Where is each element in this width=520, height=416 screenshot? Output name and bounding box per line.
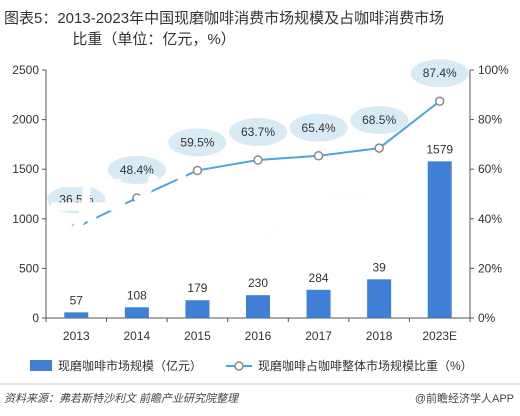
- share-value-label: 68.5%: [362, 113, 396, 127]
- share-value-label: 48.4%: [120, 163, 154, 177]
- share-label-bubble: [47, 185, 106, 214]
- y-left-tick-label: 2500: [12, 63, 39, 77]
- share-point: [253, 155, 263, 165]
- y-right-tick-label: 100%: [478, 63, 509, 77]
- bar: [427, 161, 452, 318]
- x-tick-label: 2018: [366, 329, 393, 343]
- x-tick-label: 2014: [124, 329, 151, 343]
- bar: [64, 312, 89, 318]
- share-label-bubble: [229, 118, 287, 147]
- title-line-1: 图表5：2013-2023年中国现磨咖啡消费市场规模及占咖啡消费市场: [4, 10, 445, 27]
- share-point: [132, 193, 142, 203]
- y-left-tick-label: 500: [19, 261, 39, 275]
- y-right-tick-label: 40%: [478, 212, 502, 226]
- share-value-label: 59.5%: [180, 135, 214, 149]
- share-label-bubble: [107, 155, 166, 184]
- y-right-tick-label: 80%: [478, 113, 502, 127]
- bar: [185, 300, 210, 318]
- share-value-label: 65.4%: [302, 121, 336, 135]
- share-label-bubble: [350, 106, 409, 135]
- chart-title: 图表5：2013-2023年中国现磨咖啡消费市场规模及占咖啡消费市场 比重（单位…: [4, 8, 516, 50]
- y-right-tick-label: 0%: [478, 311, 496, 325]
- bar: [306, 289, 331, 318]
- share-value-label: 63.7%: [241, 125, 275, 139]
- legend-bar-swatch: [30, 360, 52, 371]
- x-tick-label: 2015: [184, 329, 211, 343]
- y-right-tick-label: 60%: [478, 162, 502, 176]
- x-tick-label: 2013: [63, 329, 90, 343]
- y-left-tick-label: 1500: [12, 162, 39, 176]
- share-point: [313, 151, 324, 161]
- bar-value-label: 108: [127, 288, 147, 302]
- share-point: [374, 143, 384, 153]
- share-point: [192, 165, 203, 176]
- share-point: [434, 96, 445, 106]
- share-value-label: 87.4%: [423, 66, 457, 80]
- y-left-tick-label: 2000: [12, 113, 39, 127]
- source-note: 资料来源：弗若斯特沙利文 前瞻产业研究院整理: [4, 393, 239, 405]
- legend-bar-label: 现磨咖啡市场规模（亿元）: [58, 358, 202, 373]
- y-left-tick-label: 1000: [12, 212, 39, 226]
- share-label-bubble: [410, 59, 469, 88]
- bar-value-label: 230: [248, 276, 268, 290]
- bar-value-label: 179: [187, 281, 207, 295]
- x-tick-label: 2023E: [422, 329, 457, 343]
- share-point: [71, 222, 82, 233]
- brand-logo-text: @前瞻经济学人APP: [414, 393, 514, 405]
- y-right-tick-label: 20%: [478, 261, 502, 275]
- x-tick-label: 2016: [245, 329, 272, 343]
- bar-value-label: 284: [309, 271, 329, 285]
- share-value-label: 36.5%: [59, 192, 93, 206]
- share-label-bubble: [168, 128, 227, 157]
- x-tick-label: 2017: [305, 329, 332, 343]
- bar-value-label: 1579: [426, 142, 453, 156]
- bar-value-label: 57: [70, 293, 84, 307]
- bar: [367, 279, 392, 318]
- bar-value-label: 39: [372, 260, 386, 274]
- bar: [246, 295, 270, 318]
- legend-line-marker: [234, 361, 244, 371]
- title-line-2: 比重（单位：亿元，%）: [72, 31, 236, 48]
- share-label-bubble: [289, 113, 348, 142]
- legend-line-label: 现磨咖啡占咖啡整体市场规模比重（%）: [258, 358, 473, 373]
- y-left-tick-label: 0: [32, 311, 39, 325]
- bar: [124, 307, 149, 318]
